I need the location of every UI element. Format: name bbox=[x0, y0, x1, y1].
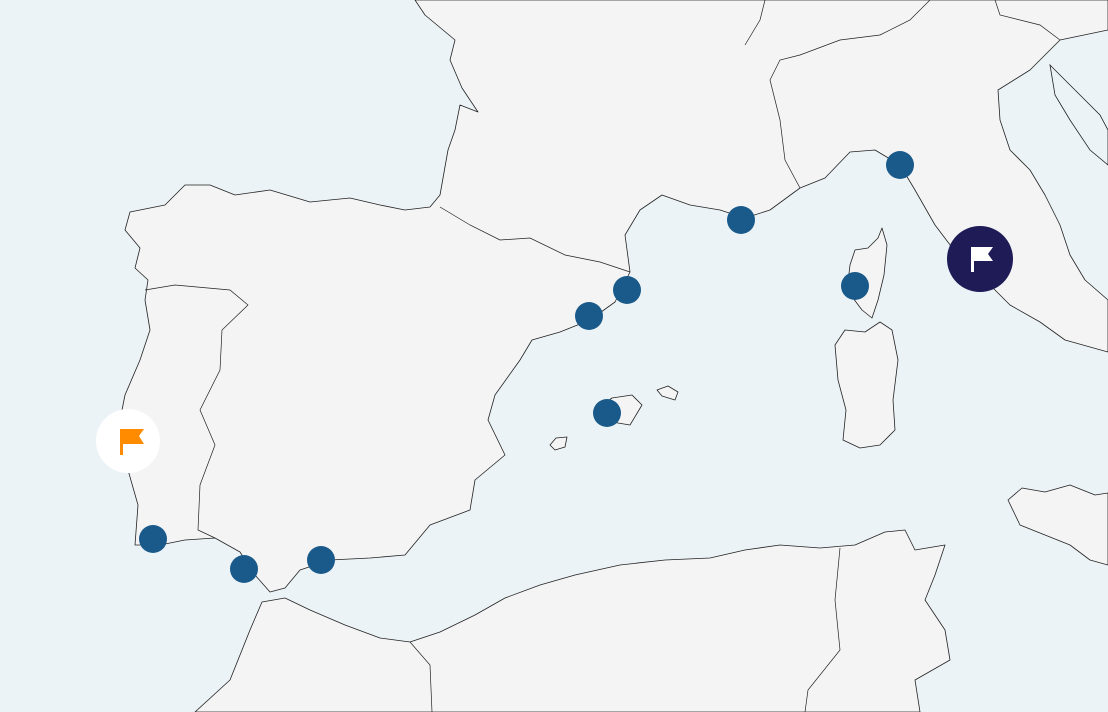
port-gibraltar-area[interactable] bbox=[230, 555, 258, 583]
border-italy-slovenia bbox=[994, 0, 1061, 41]
land-sicily bbox=[1007, 484, 1108, 566]
port-genoa-area[interactable] bbox=[886, 151, 914, 179]
border-spain-france bbox=[439, 206, 631, 273]
border-france-italy bbox=[769, 0, 931, 189]
end-marker[interactable] bbox=[947, 226, 1013, 292]
port-mallorca[interactable] bbox=[593, 399, 621, 427]
port-corsica[interactable] bbox=[841, 272, 869, 300]
land-menorca bbox=[656, 385, 679, 401]
land-europe bbox=[117, 0, 1108, 593]
border-morocco-algeria bbox=[409, 641, 433, 712]
border-france-switzerland bbox=[744, 0, 766, 46]
border-algeria-tunisia bbox=[804, 547, 841, 712]
sea-adriatic bbox=[1049, 63, 1108, 166]
port-valencia-area[interactable] bbox=[575, 302, 603, 330]
land-ibiza bbox=[549, 436, 568, 451]
land-africa bbox=[194, 529, 951, 712]
port-lisbon-area[interactable] bbox=[139, 525, 167, 553]
flag-icon bbox=[971, 247, 993, 272]
port-barcelona-area[interactable] bbox=[613, 276, 641, 304]
border-spain-portugal bbox=[144, 284, 249, 539]
port-marseille-area[interactable] bbox=[727, 206, 755, 234]
port-markers bbox=[139, 151, 914, 583]
land-sardinia bbox=[834, 321, 899, 449]
start-marker[interactable] bbox=[96, 409, 160, 473]
port-malaga-area[interactable] bbox=[307, 546, 335, 574]
flag-icon bbox=[120, 429, 144, 455]
